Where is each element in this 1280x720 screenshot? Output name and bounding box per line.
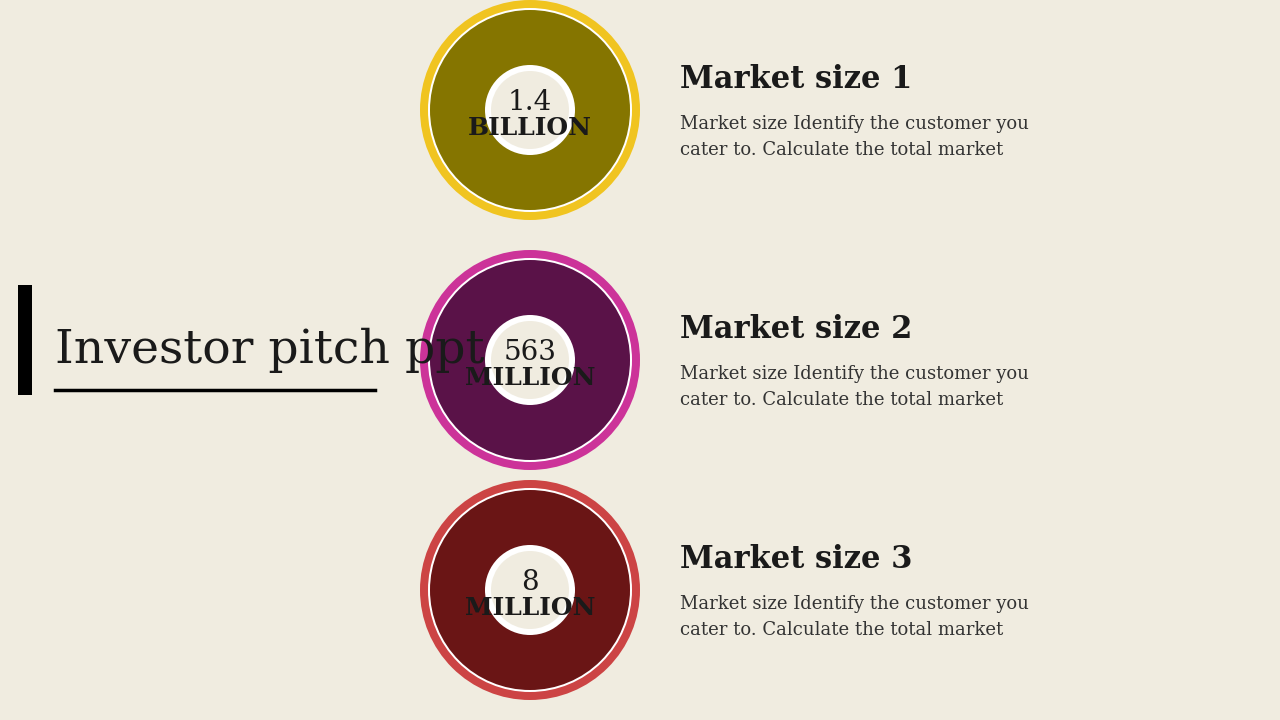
Circle shape (492, 71, 570, 149)
Circle shape (428, 258, 632, 462)
Circle shape (428, 488, 632, 692)
Circle shape (420, 480, 640, 700)
Circle shape (430, 260, 630, 460)
Text: Market size Identify the customer you
cater to. Calculate the total market: Market size Identify the customer you ca… (680, 115, 1029, 159)
Text: Market size 1: Market size 1 (680, 65, 913, 96)
Circle shape (492, 321, 570, 399)
Circle shape (420, 250, 640, 470)
FancyBboxPatch shape (18, 285, 32, 395)
Text: 1.4: 1.4 (508, 89, 552, 115)
Circle shape (420, 0, 640, 220)
Circle shape (485, 545, 575, 635)
Text: Investor pitch ppt: Investor pitch ppt (55, 328, 485, 373)
Text: MILLION: MILLION (465, 366, 595, 390)
Circle shape (485, 315, 575, 405)
Text: MILLION: MILLION (465, 596, 595, 620)
Text: Market size Identify the customer you
cater to. Calculate the total market: Market size Identify the customer you ca… (680, 365, 1029, 410)
Circle shape (485, 65, 575, 155)
Circle shape (430, 490, 630, 690)
Circle shape (430, 10, 630, 210)
Circle shape (492, 551, 570, 629)
Circle shape (428, 8, 632, 212)
Text: Market size 2: Market size 2 (680, 315, 913, 346)
Text: Market size 3: Market size 3 (680, 544, 913, 575)
Text: BILLION: BILLION (468, 116, 591, 140)
Text: 563: 563 (503, 338, 557, 366)
Text: 8: 8 (521, 569, 539, 595)
Text: Market size Identify the customer you
cater to. Calculate the total market: Market size Identify the customer you ca… (680, 595, 1029, 639)
